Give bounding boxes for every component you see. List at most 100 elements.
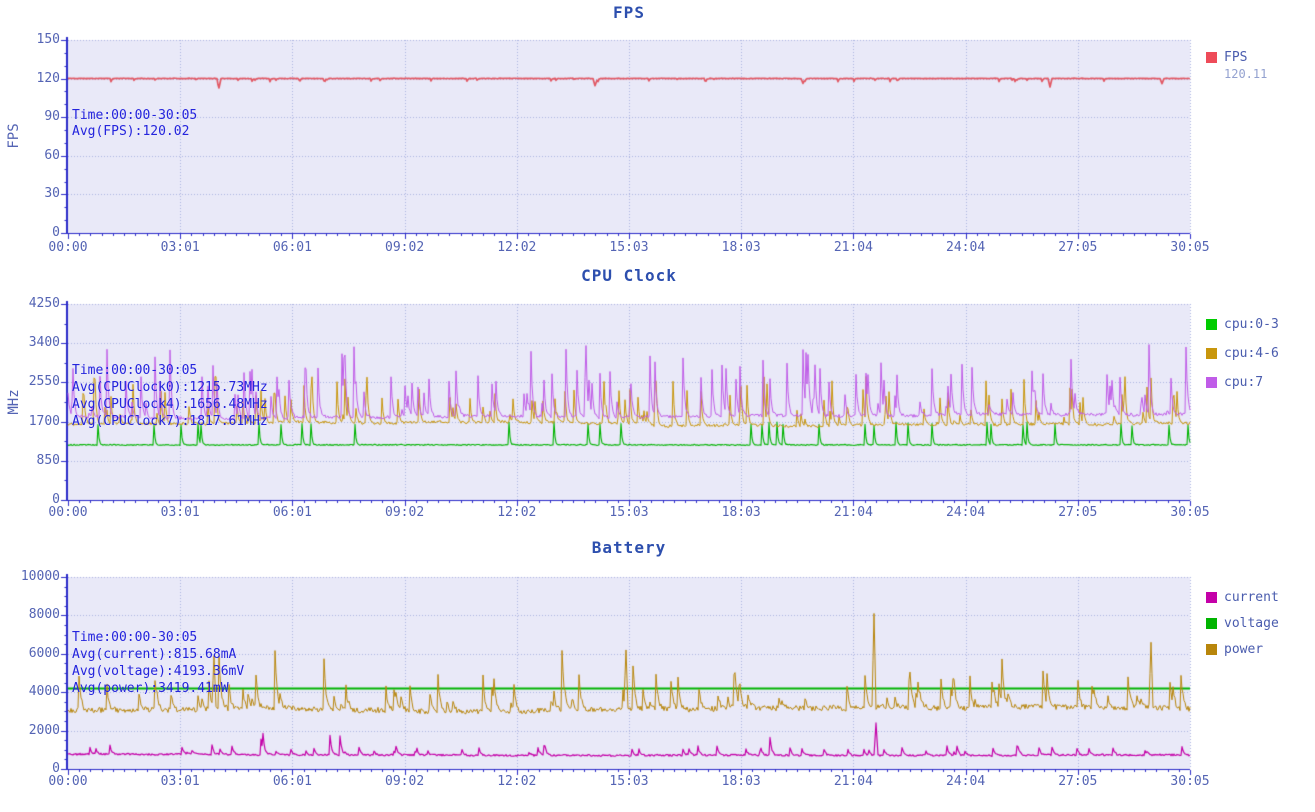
y-tick-label: 120 <box>36 70 60 86</box>
fps-plot-canvas <box>0 0 1315 262</box>
legend-label: cpu:7 <box>1224 375 1264 390</box>
annotation-line: Avg(current):815.68mA <box>72 647 237 662</box>
annotation-line: Time:00:00-30:05 <box>72 108 198 123</box>
fps-chart: FPS FPS Time:00:00-30:05 Avg(FPS):120.02… <box>0 0 1315 262</box>
legend-item: FPS <box>1206 50 1267 65</box>
x-tick-label: 00:00 <box>48 240 88 255</box>
annotation-line: Avg(CPUClock4):1656.48MHz <box>72 397 268 412</box>
x-tick-label: 06:01 <box>272 240 312 255</box>
annotation-line: Time:00:00-30:05 <box>72 363 198 378</box>
x-tick-label: 30:05 <box>1170 505 1210 520</box>
x-tick-label: 15:03 <box>609 240 649 255</box>
y-tick-label: 60 <box>44 147 60 163</box>
x-tick-label: 06:01 <box>272 505 312 520</box>
x-tick-label: 18:03 <box>721 774 761 789</box>
legend-item: cpu:7 <box>1206 375 1279 390</box>
legend-swatch-icon <box>1206 319 1217 330</box>
annotation-line: Time:00:00-30:05 <box>72 630 198 645</box>
x-tick-label: 00:00 <box>48 505 88 520</box>
y-tick-label: 4250 <box>28 296 60 311</box>
legend-swatch-icon <box>1206 377 1217 388</box>
legend-swatch-icon <box>1206 644 1217 655</box>
legend-swatch-icon <box>1206 618 1217 629</box>
x-tick-label: 18:03 <box>721 505 761 520</box>
annotation-line: Avg(CPUClock7):1817.61MHz <box>72 414 268 429</box>
x-tick-label: 21:04 <box>833 774 873 789</box>
legend-label: cpu:0-3 <box>1224 317 1279 332</box>
legend-item: cpu:0-3 <box>1206 317 1279 332</box>
legend-item: power <box>1206 642 1279 657</box>
battery-annotation: Time:00:00-30:05 Avg(current):815.68mA A… <box>72 629 244 697</box>
y-tick-label: 8000 <box>28 607 60 623</box>
cpu-clock-y-axis-label: MHz <box>6 389 22 415</box>
x-tick-label: 12:02 <box>497 774 537 789</box>
x-tick-label: 24:04 <box>946 774 986 789</box>
x-tick-label: 24:04 <box>946 240 986 255</box>
x-tick-label: 00:00 <box>48 774 88 789</box>
legend-label: voltage <box>1224 616 1279 631</box>
y-tick-label: 2550 <box>28 374 60 390</box>
cpu-clock-legend: cpu:0-3 cpu:4-6 cpu:7 <box>1206 317 1279 390</box>
annotation-line: Avg(power):3419.41mW <box>72 681 229 696</box>
fps-annotation: Time:00:00-30:05 Avg(FPS):120.02 <box>72 108 197 140</box>
battery-plot-canvas <box>0 531 1315 812</box>
x-tick-label: 27:05 <box>1058 240 1098 255</box>
y-tick-label: 0 <box>52 761 60 776</box>
fps-y-axis-label: FPS <box>6 123 22 149</box>
x-tick-label: 09:02 <box>385 505 425 520</box>
y-tick-label: 1700 <box>28 413 60 429</box>
x-tick-label: 03:01 <box>160 240 200 255</box>
legend-label: cpu:4-6 <box>1224 346 1279 361</box>
y-tick-label: 90 <box>44 109 60 125</box>
x-tick-label: 30:05 <box>1170 774 1210 789</box>
x-tick-label: 30:05 <box>1170 240 1210 255</box>
y-tick-label: 0 <box>52 225 60 240</box>
y-tick-label: 30 <box>44 186 60 202</box>
battery-chart-title: Battery <box>591 538 667 557</box>
x-tick-label: 12:02 <box>497 240 537 255</box>
legend-item: current <box>1206 590 1279 605</box>
fps-chart-title: FPS <box>613 3 645 22</box>
annotation-line: Avg(voltage):4193.36mV <box>72 664 245 679</box>
x-tick-label: 03:01 <box>160 505 200 520</box>
battery-chart: Battery Time:00:00-30:05 Avg(current):81… <box>0 531 1315 812</box>
x-tick-label: 15:03 <box>609 774 649 789</box>
cpu-clock-chart: CPU Clock MHz Time:00:00-30:05 Avg(CPUCl… <box>0 262 1315 531</box>
x-tick-label: 18:03 <box>721 240 761 255</box>
y-tick-label: 2000 <box>28 722 60 738</box>
x-tick-label: 06:01 <box>272 774 312 789</box>
legend-label: FPS <box>1224 50 1248 65</box>
legend-swatch-icon <box>1206 348 1217 359</box>
fps-legend: FPS 120.11 <box>1206 50 1267 81</box>
y-tick-label: 150 <box>36 32 60 47</box>
y-tick-label: 4000 <box>28 684 60 700</box>
x-tick-label: 15:03 <box>609 505 649 520</box>
y-tick-label: 850 <box>36 452 60 468</box>
legend-item: voltage <box>1206 616 1279 631</box>
y-tick-label: 3400 <box>28 335 60 351</box>
cpu-clock-chart-title: CPU Clock <box>581 266 677 285</box>
legend-swatch-icon <box>1206 592 1217 603</box>
legend-label: power <box>1224 642 1264 657</box>
x-tick-label: 27:05 <box>1058 774 1098 789</box>
annotation-line: Avg(CPUClock0):1215.73MHz <box>72 380 268 395</box>
y-tick-label: 10000 <box>20 569 60 584</box>
x-tick-label: 27:05 <box>1058 505 1098 520</box>
x-tick-label: 12:02 <box>497 505 537 520</box>
x-tick-label: 21:04 <box>833 505 873 520</box>
cpu-clock-plot-canvas <box>0 262 1315 531</box>
x-tick-label: 09:02 <box>385 774 425 789</box>
battery-legend: current voltage power <box>1206 590 1279 657</box>
annotation-line: Avg(FPS):120.02 <box>72 124 190 139</box>
legend-item: cpu:4-6 <box>1206 346 1279 361</box>
x-tick-label: 09:02 <box>385 240 425 255</box>
x-tick-label: 24:04 <box>946 505 986 520</box>
y-tick-label: 0 <box>52 492 60 507</box>
legend-value: 120.11 <box>1224 67 1268 81</box>
x-tick-label: 03:01 <box>160 774 200 789</box>
y-tick-label: 6000 <box>28 645 60 661</box>
legend-swatch-icon <box>1206 52 1217 63</box>
x-tick-label: 21:04 <box>833 240 873 255</box>
cpu-clock-annotation: Time:00:00-30:05 Avg(CPUClock0):1215.73M… <box>72 362 268 430</box>
legend-label: current <box>1224 590 1279 605</box>
